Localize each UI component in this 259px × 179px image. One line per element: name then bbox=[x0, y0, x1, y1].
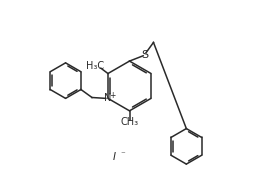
Text: ⁻: ⁻ bbox=[121, 150, 125, 159]
Text: +: + bbox=[109, 91, 116, 100]
Text: S: S bbox=[141, 50, 148, 60]
Text: N: N bbox=[104, 93, 111, 103]
Text: CH₃: CH₃ bbox=[120, 117, 139, 127]
Text: H₃C: H₃C bbox=[87, 61, 105, 71]
Text: I: I bbox=[112, 152, 115, 162]
